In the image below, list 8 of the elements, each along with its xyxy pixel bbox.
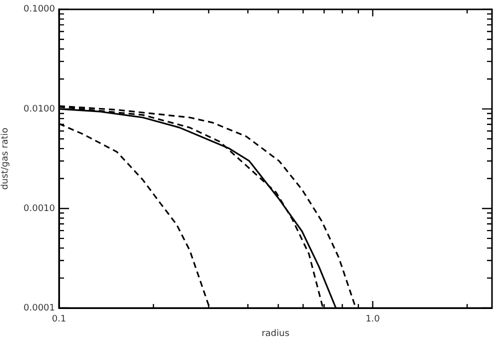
x-axis-title: radius <box>262 328 290 339</box>
y-tick-label: 0.0001 <box>24 303 55 314</box>
y-tick-label: 0.0100 <box>24 104 56 114</box>
y-tick-label: 0.1000 <box>24 4 56 15</box>
y-tick-label: 0.0010 <box>24 204 56 214</box>
x-tick-label: 1.0 <box>366 314 380 325</box>
x-tick-label: 0.1 <box>52 314 66 325</box>
y-axis-title: dust/gas ratio <box>0 127 11 190</box>
